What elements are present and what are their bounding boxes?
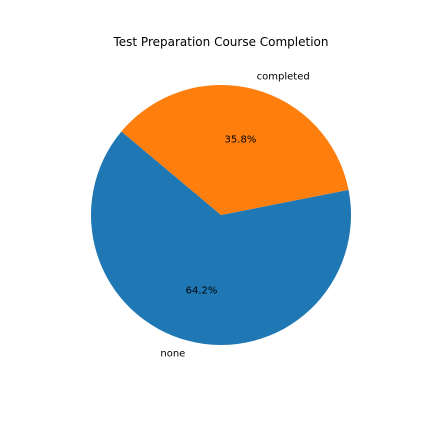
pie-pct-none: 64.2%	[186, 286, 218, 297]
pie-slice-none	[90, 131, 351, 345]
pie-slice-completed	[121, 85, 349, 216]
pie-labels: none 64.2% completed 35.8%	[160, 72, 309, 360]
pie-label-none: none	[160, 348, 185, 359]
pie-pct-completed: 35.8%	[225, 134, 257, 145]
chart-title: Test Preparation Course Completion	[112, 35, 328, 49]
pie-label-completed: completed	[257, 72, 310, 83]
pie-slices	[90, 85, 351, 345]
